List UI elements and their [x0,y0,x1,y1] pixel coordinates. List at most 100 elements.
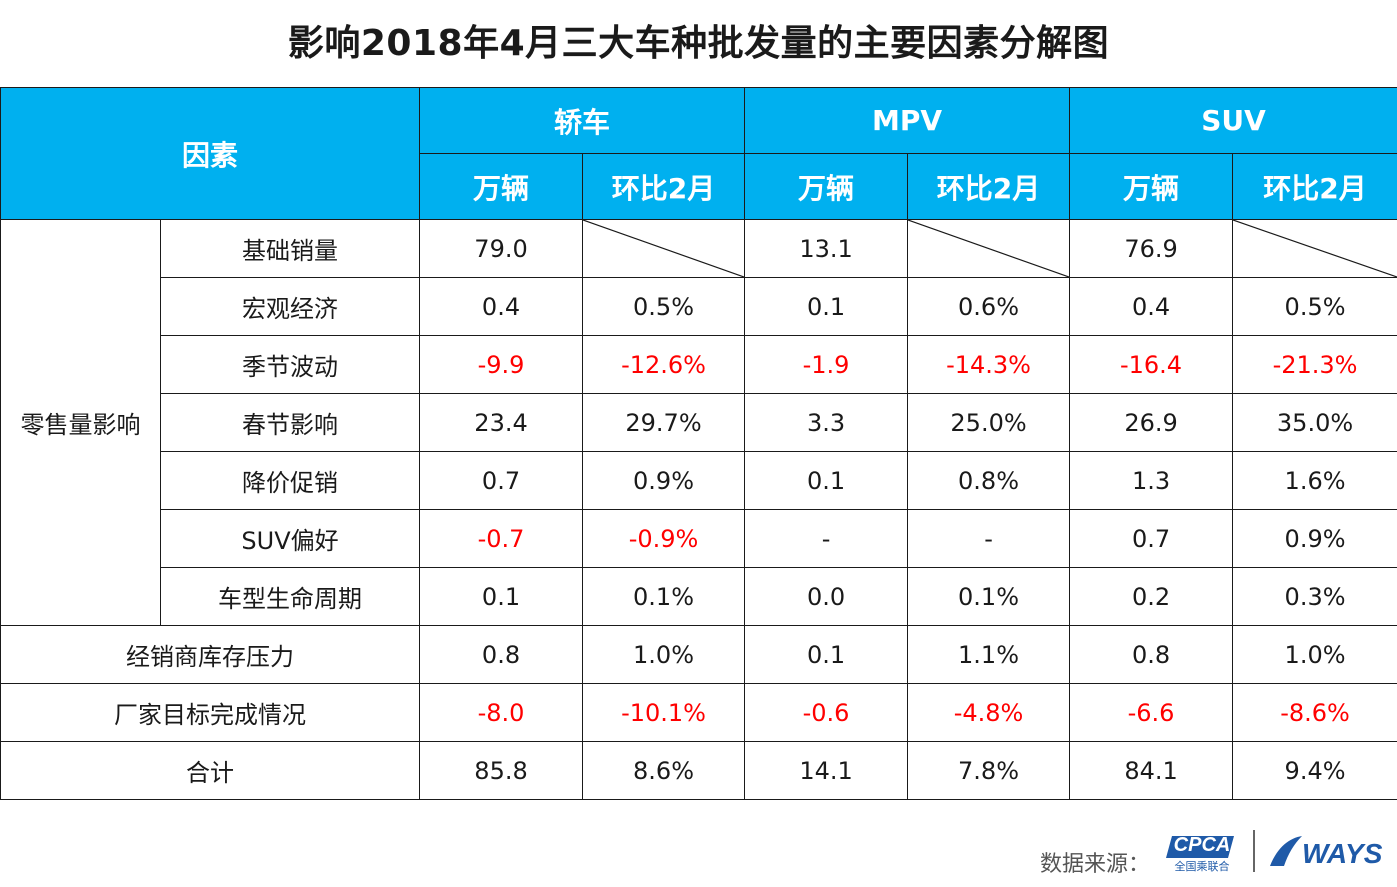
value-cell: 0.1 [744,451,909,510]
cpca-logo-text: CPCA [1173,834,1231,856]
value-cell: 0.8 [419,625,584,684]
value-cell: 23.4 [419,393,584,452]
value-cell: 76.9 [1069,219,1234,278]
value-cell: 84.1 [1069,741,1234,800]
header-sub-mom: 环比2月 [582,153,746,220]
value-cell: 25.0% [907,393,1071,452]
value-cell: -21.3% [1232,335,1397,394]
value-cell: 0.7 [419,451,584,510]
value-cell: 0.8% [907,451,1071,510]
value-cell: 0.1% [582,567,746,626]
table-row: SUV偏好 -0.7 -0.9% - -0.7 0.9% [1,509,1397,568]
header-factor: 因素 [0,87,421,220]
value-cell: -4.8% [907,683,1071,742]
table-row: 合计 85.8 8.6% 14.1 7.8% 84.1 9.4% [0,741,1397,800]
value-cell: 1.0% [1232,625,1397,684]
table-row: 春节影响 23.4 29.7% 3.3 25.0% 26.9 35.0% [1,393,1397,452]
value-cell: 0.1 [419,567,584,626]
value-cell: -10.1% [582,683,746,742]
value-cell: -0.9% [582,509,746,568]
value-cell: 7.8% [907,741,1071,800]
value-cell: 29.7% [582,393,746,452]
value-cell: 0.2 [1069,567,1234,626]
value-cell: 0.3% [1232,567,1397,626]
value-cell: 13.1 [744,219,909,278]
value-cell: 0.1% [907,567,1071,626]
table-row: 厂家目标完成情况 -8.0 -10.1% -0.6 -4.8% -6.6 -8.6% [0,683,1397,742]
value-cell: 79.0 [419,219,584,278]
total-label: 合计 [0,741,421,800]
value-cell: 9.4% [1232,741,1397,800]
value-cell: 85.8 [419,741,584,800]
value-cell: 0.9% [1232,509,1397,568]
header-group-suv: SUV [1069,87,1397,154]
value-cell: 8.6% [582,741,746,800]
value-cell: 1.0% [582,625,746,684]
header-sub-mom: 环比2月 [1232,153,1397,220]
factor-label: 厂家目标完成情况 [0,683,421,742]
value-cell: 26.9 [1069,393,1234,452]
value-cell: 0.4 [419,277,584,336]
value-cell: 0.8 [1069,625,1234,684]
diagonal-empty-cell [907,219,1071,278]
value-cell: -14.3% [907,335,1071,394]
header-sub-units: 万辆 [1069,153,1234,220]
value-cell: -9.9 [419,335,584,394]
value-cell: -1.9 [744,335,909,394]
header-sub-units: 万辆 [419,153,584,220]
source-label: 数据来源： [1040,852,1151,877]
value-cell: - [907,509,1071,568]
diagonal-empty-cell [1232,219,1397,278]
value-cell: 0.0 [744,567,909,626]
table-row: 宏观经济 0.4 0.5% 0.1 0.6% 0.4 0.5% [1,277,1397,336]
factor-label: 基础销量 [159,219,421,278]
header-group-sedan: 轿车 [419,87,746,154]
value-cell: - [744,509,909,568]
diagonal-empty-cell [582,219,746,278]
value-cell: 1.6% [1232,451,1397,510]
value-cell: -0.7 [419,509,584,568]
factor-label: 宏观经济 [159,277,421,336]
factor-label: 经销商库存压力 [0,625,421,684]
value-cell: 0.5% [1232,277,1397,336]
table-row: 降价促销 0.7 0.9% 0.1 0.8% 1.3 1.6% [1,451,1397,510]
header-sub-mom: 环比2月 [907,153,1071,220]
ways-logo-text: WAYS [1302,838,1383,869]
value-cell: -8.6% [1232,683,1397,742]
logo-divider [1253,830,1255,872]
cpca-logo-subtext: 全国乘联合 [1174,860,1230,873]
value-cell: 3.3 [744,393,909,452]
value-cell: 0.7 [1069,509,1234,568]
cpca-logo [1166,836,1234,858]
factor-label: 春节影响 [159,393,421,452]
table-row: 车型生命周期 0.1 0.1% 0.0 0.1% 0.2 0.3% [1,567,1397,626]
table-row: 经销商库存压力 0.8 1.0% 0.1 1.1% 0.8 1.0% [0,625,1397,684]
value-cell: 0.1 [744,625,909,684]
factor-table: 因素 轿车 MPV SUV 万辆 环比2月 万辆 环比2月 万辆 环比2月 零售… [0,87,1397,800]
factor-label: 降价促销 [159,451,421,510]
value-cell: -16.4 [1069,335,1234,394]
factor-label: SUV偏好 [159,509,421,568]
factor-label: 车型生命周期 [159,567,421,626]
retail-group-label: 零售量影响 [0,219,161,626]
table-row: 零售量影响 基础销量 79.0 13.1 76.9 [0,219,1397,626]
ways-logo-mark [1270,836,1302,866]
table-row: 季节波动 -9.9 -12.6% -1.9 -14.3% -16.4 -21.3% [1,335,1397,394]
value-cell: 0.6% [907,277,1071,336]
value-cell: 1.3 [1069,451,1234,510]
chart-title: 影响2018年4月三大车种批发量的主要因素分解图 [287,23,1110,64]
value-cell: 14.1 [744,741,909,800]
header-group-mpv: MPV [744,87,1071,154]
value-cell: -0.6 [744,683,909,742]
value-cell: -12.6% [582,335,746,394]
value-cell: 0.1 [744,277,909,336]
value-cell: 0.5% [582,277,746,336]
value-cell: 1.1% [907,625,1071,684]
header-sub-units: 万辆 [744,153,909,220]
value-cell: -6.6 [1069,683,1234,742]
factor-label: 季节波动 [159,335,421,394]
value-cell: 0.4 [1069,277,1234,336]
value-cell: -8.0 [419,683,584,742]
value-cell: 0.9% [582,451,746,510]
value-cell: 35.0% [1232,393,1397,452]
